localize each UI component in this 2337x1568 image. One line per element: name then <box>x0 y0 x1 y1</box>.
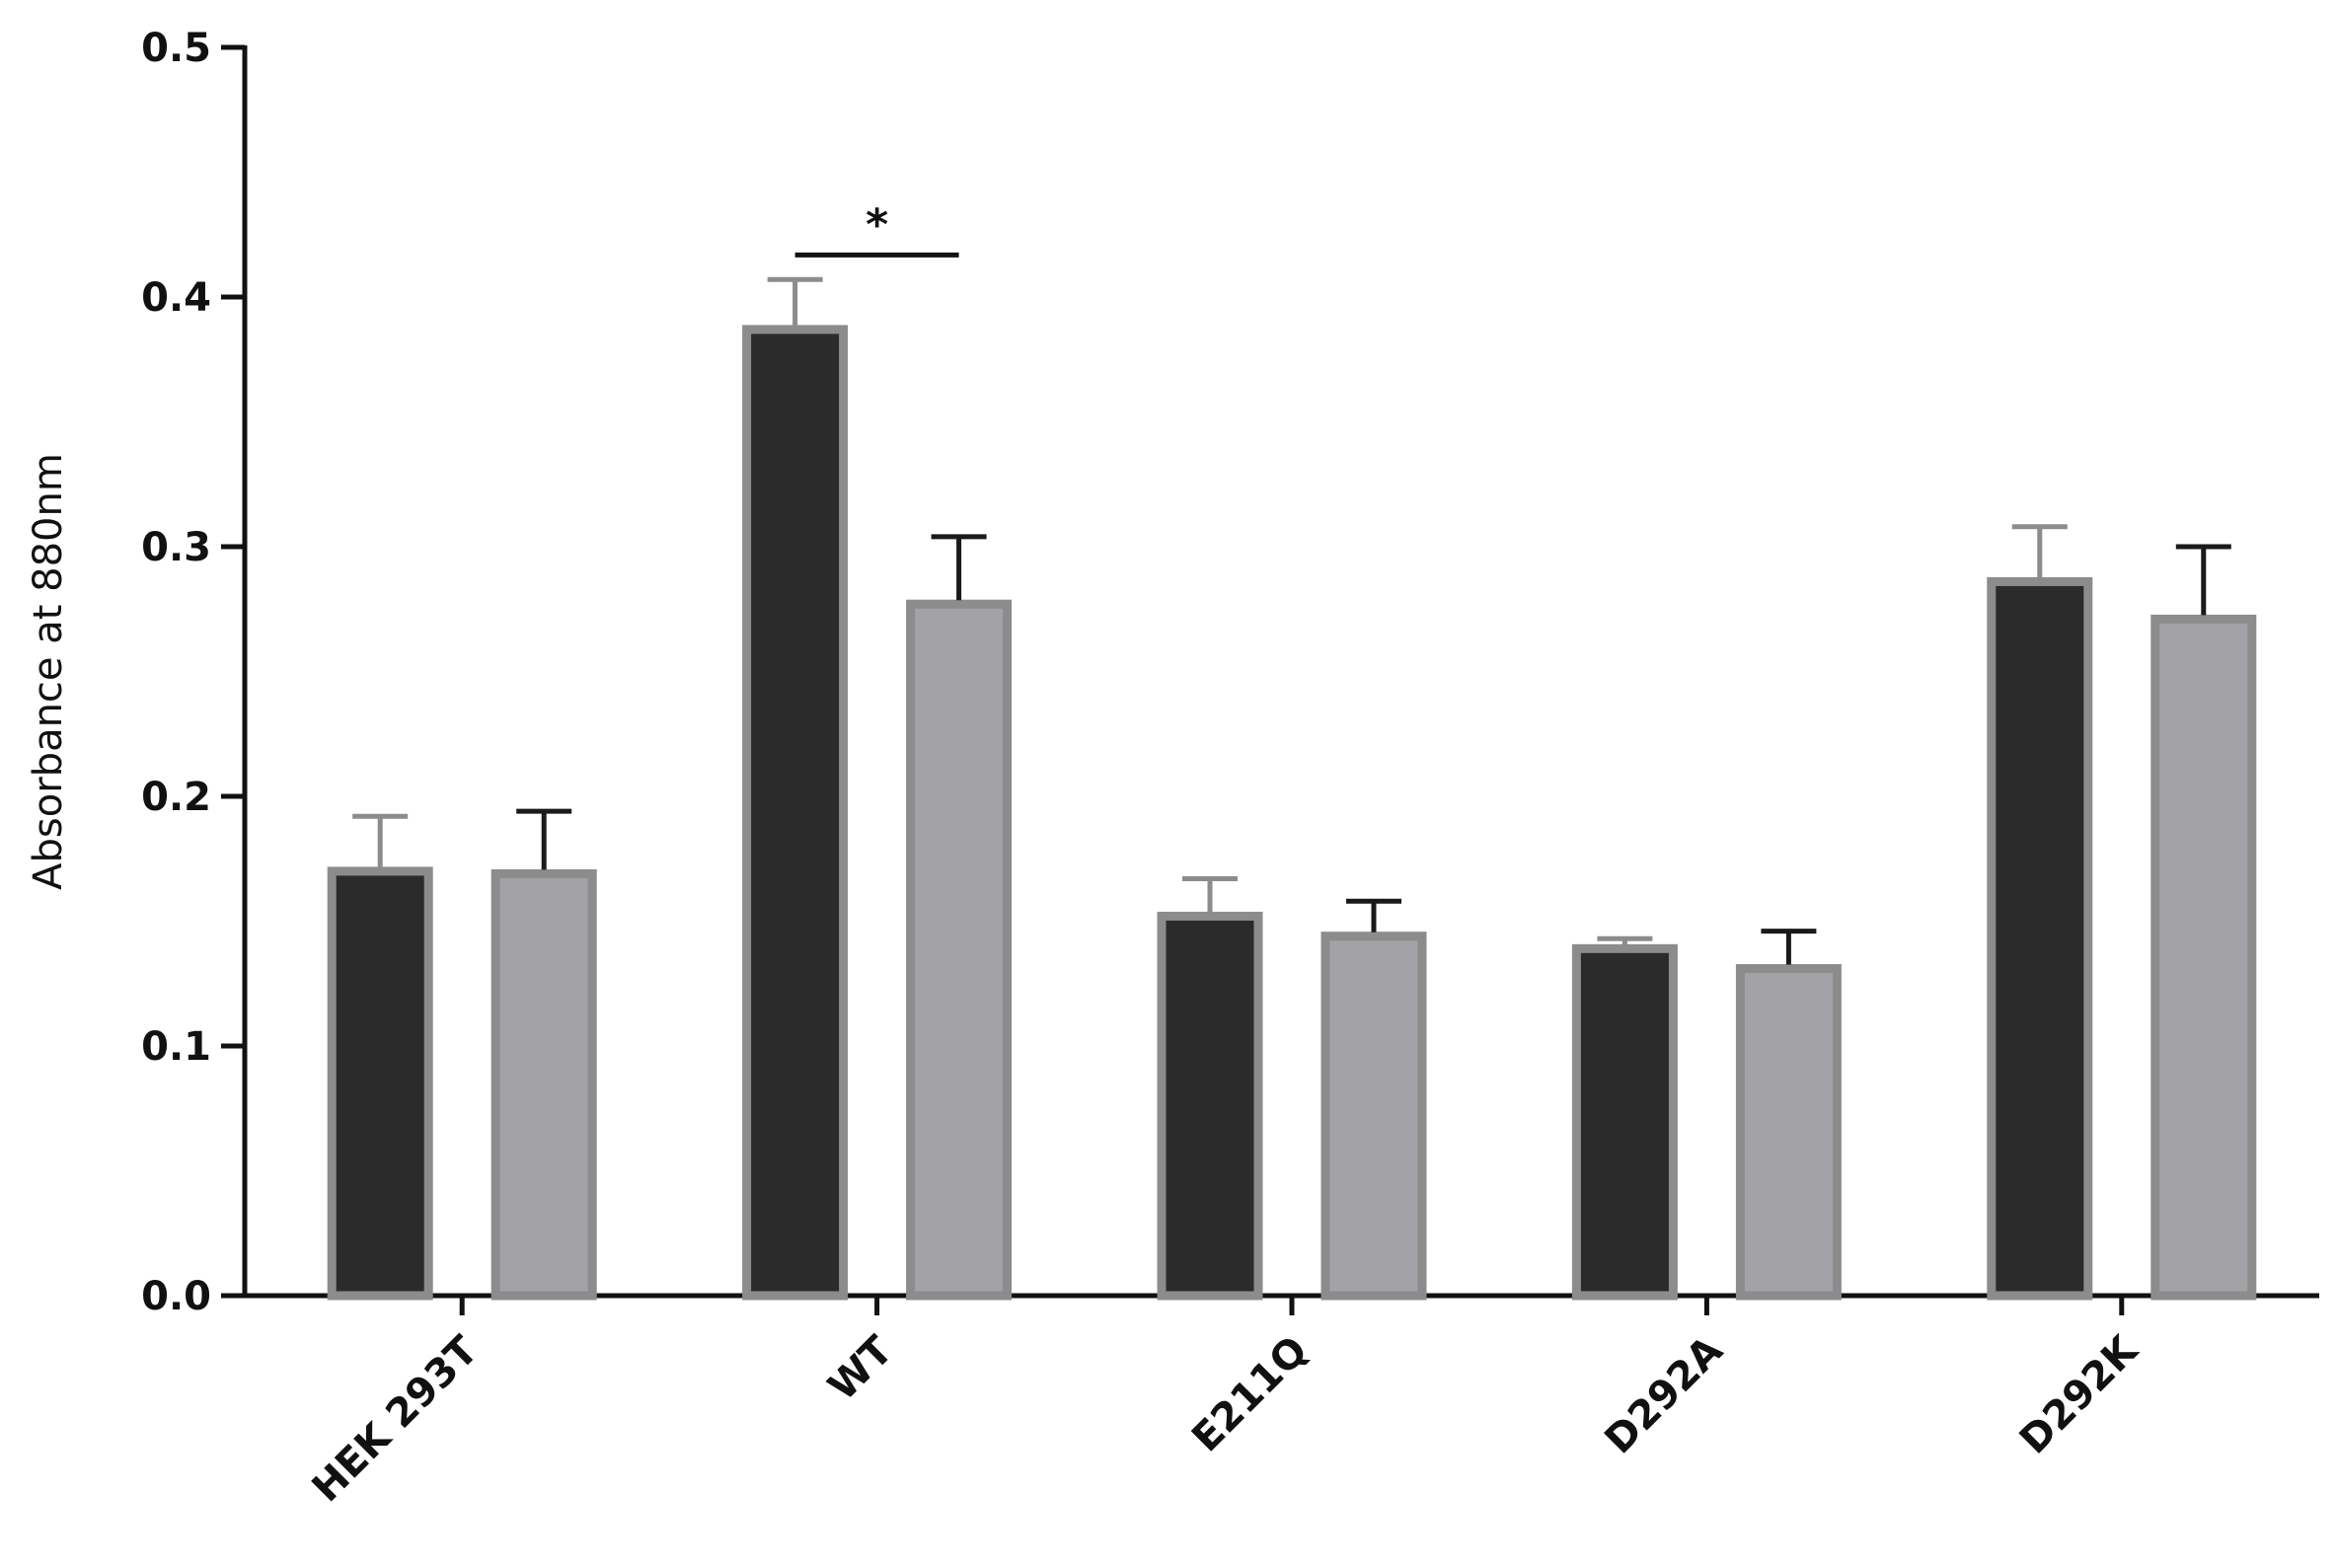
y-tick-label: 0.3 <box>141 525 211 570</box>
error-bars <box>352 276 2231 965</box>
bar <box>327 866 433 1301</box>
bar <box>906 599 1013 1301</box>
significance-label: * <box>866 199 888 250</box>
bar <box>1735 964 1842 1301</box>
y-tick-label: 0.1 <box>141 1024 211 1070</box>
x-tick-label: E211Q <box>1183 1328 1317 1461</box>
x-tick-label: D292K <box>2011 1326 2148 1462</box>
bars <box>327 325 2257 1301</box>
annotations: * <box>794 199 959 258</box>
y-axis-title: Absorbance at 880nm <box>26 453 71 890</box>
x-tick-label: WT <box>820 1327 903 1410</box>
y-tick-label: 0.0 <box>141 1274 211 1319</box>
bar <box>1571 943 1678 1301</box>
y-tick-label: 0.4 <box>141 275 211 321</box>
bar <box>1987 576 2093 1301</box>
x-tick-label: HEK 293T <box>304 1327 488 1511</box>
bar <box>490 868 597 1301</box>
y-tick-label: 0.5 <box>141 26 211 71</box>
bar <box>2150 614 2257 1301</box>
x-tick-label: D292A <box>1597 1328 1732 1463</box>
bar <box>742 325 849 1301</box>
bar <box>1157 911 1263 1301</box>
bar <box>1320 932 1427 1301</box>
y-tick-label: 0.2 <box>141 775 211 820</box>
